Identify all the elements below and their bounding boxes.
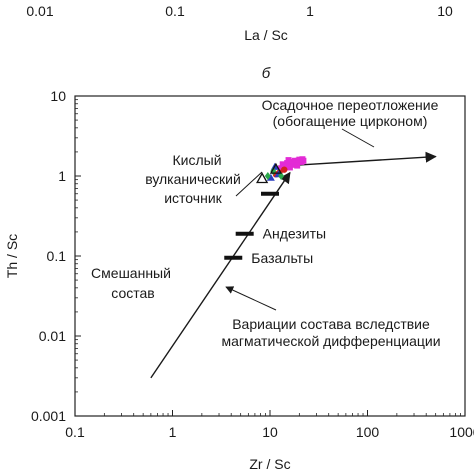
trend-line-magmatic [150, 171, 291, 379]
x-tick-label: 0.1 [65, 424, 85, 440]
top-x-tick-label: 0.01 [26, 3, 53, 19]
acid-pointer-line [235, 171, 263, 197]
top-x-tick-label: 10 [437, 3, 453, 19]
y-axis-label: Th / Sc [4, 234, 20, 278]
data-point-triangle-open [269, 162, 283, 174]
data-point-square [279, 161, 286, 168]
data-point-square [278, 165, 285, 172]
x-tick-label: 10 [262, 424, 278, 440]
top-panel: 0.01 0.1 1 10 La / Sc [26, 3, 453, 43]
data-points [256, 156, 307, 184]
annotation-sedimentary-line1: Осадочное переотложение [262, 97, 439, 113]
data-point-circle [281, 166, 288, 173]
sed-pointer-line [341, 128, 375, 148]
annotation-mixed-line2: состав [111, 285, 154, 301]
x-axis-label: Zr / Sc [249, 456, 290, 472]
reference-marks: Андезиты Базальты [224, 191, 326, 266]
var-pointer-line [225, 286, 277, 311]
data-point-square [286, 164, 293, 171]
top-x-axis-label: La / Sc [244, 27, 288, 43]
trend-lines [150, 151, 437, 379]
annotation-variation-line2: магматической дифференциации [221, 333, 440, 349]
annotation-mixed-line1: Смешанный [91, 265, 171, 281]
data-point-diamond [278, 172, 285, 180]
y-axis-ticks: 0.001 0.01 0.1 1 10 [31, 88, 81, 424]
y-tick-label: 10 [50, 88, 66, 104]
x-tick-label: 1 [169, 424, 177, 440]
annotation-acid-line1: Кислый [172, 152, 221, 168]
annotation-sedimentary-line2: (обогащение цирконом) [273, 113, 428, 129]
annotation-acid-line2: вулканический [145, 171, 241, 187]
data-point-diamond [264, 172, 271, 180]
data-point-square [282, 163, 289, 170]
top-x-tick-label: 1 [306, 3, 314, 19]
annotation-acid-line3: источник [164, 190, 222, 206]
data-point-square [296, 156, 303, 163]
reference-mark-label: Андезиты [263, 226, 326, 242]
data-point-square [299, 156, 306, 163]
annotation-variation-line1: Вариации состава вследствие [232, 316, 430, 332]
panel-letter: б [262, 65, 271, 82]
y-tick-label: 0.01 [39, 328, 66, 344]
x-tick-label: 100 [356, 424, 380, 440]
data-point-triangle [266, 173, 275, 181]
data-point-triangle-open [256, 172, 269, 184]
trend-line-sedimentary [289, 151, 437, 167]
y-tick-label: 0.001 [31, 408, 66, 424]
data-point-square [285, 157, 292, 164]
y-tick-label: 0.1 [47, 248, 67, 264]
reference-mark-label: Базальты [251, 250, 313, 266]
top-x-tick-labels: 0.01 0.1 1 10 [26, 3, 453, 19]
top-x-tick-label: 0.1 [165, 3, 185, 19]
y-tick-label: 1 [58, 168, 66, 184]
data-point-square [294, 162, 301, 169]
